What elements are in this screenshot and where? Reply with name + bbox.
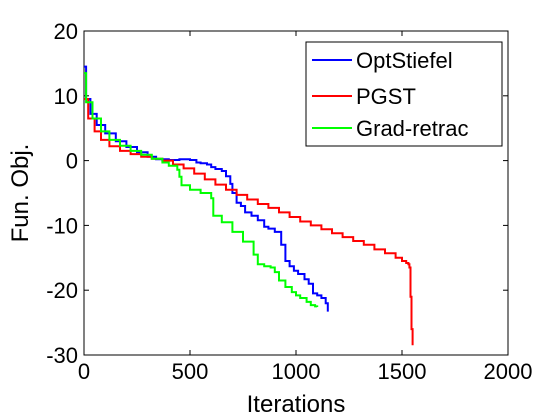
x-tick-label: 500 — [172, 359, 209, 384]
x-tick-label: 2000 — [484, 359, 533, 384]
x-tick-label: 1000 — [272, 359, 321, 384]
x-tick-label: 0 — [78, 359, 90, 384]
y-tick-label: -10 — [46, 213, 78, 238]
y-axis-label: Fun. Obj. — [7, 144, 34, 243]
series-line-grad-retrac — [84, 72, 319, 308]
series-line-pgst — [84, 98, 414, 346]
y-tick-label: -20 — [46, 278, 78, 303]
x-tick-label: 1500 — [378, 359, 427, 384]
axis-ticks: 0 500 1000 1500 2000 20 10 0 -10 -20 -30 — [46, 19, 532, 384]
legend-label-optstiefel: OptStiefel — [356, 48, 453, 73]
series-group — [84, 65, 414, 346]
legend: OptStiefel PGST Grad-retrac — [305, 41, 503, 147]
y-tick-label: -30 — [46, 343, 78, 368]
legend-label-pgst: PGST — [356, 84, 416, 109]
legend-label-grad-retrac: Grad-retrac — [356, 116, 468, 141]
y-tick-label: 20 — [54, 19, 78, 44]
x-axis-label: Iterations — [247, 391, 346, 418]
y-tick-label: 0 — [66, 149, 78, 174]
y-tick-label: 10 — [54, 84, 78, 109]
